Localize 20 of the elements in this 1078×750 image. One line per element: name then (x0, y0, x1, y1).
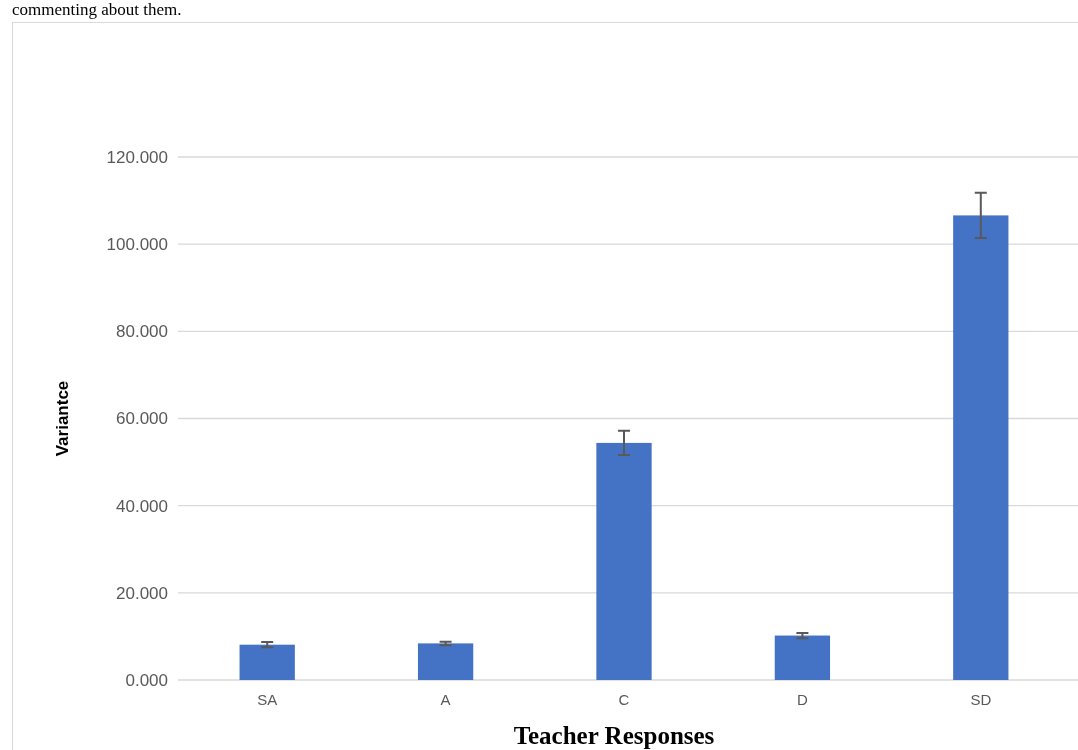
y-tick-label: 80.000 (116, 322, 168, 342)
y-tick-label: 40.000 (116, 496, 168, 516)
bar (596, 442, 652, 680)
y-tick-label: 20.000 (116, 583, 168, 603)
y-tick-label: 100.000 (106, 235, 168, 255)
x-axis-title: Teacher Responses (513, 722, 715, 749)
bar (953, 215, 1009, 680)
x-tick-label: SA (257, 691, 278, 708)
bar (774, 635, 831, 680)
y-tick-label: 120.000 (106, 147, 168, 167)
bar (239, 644, 295, 680)
y-tick-label: 0.000 (125, 670, 168, 690)
x-tick-label: D (796, 691, 808, 708)
x-tick-label: SD (970, 691, 992, 708)
y-axis-title: Variantce (53, 380, 72, 457)
y-tick-label: 60.000 (116, 409, 168, 429)
bar (417, 643, 474, 680)
x-tick-label: A (440, 691, 451, 708)
x-tick-label: C (618, 691, 630, 708)
text: commenting about them. (12, 0, 182, 19)
